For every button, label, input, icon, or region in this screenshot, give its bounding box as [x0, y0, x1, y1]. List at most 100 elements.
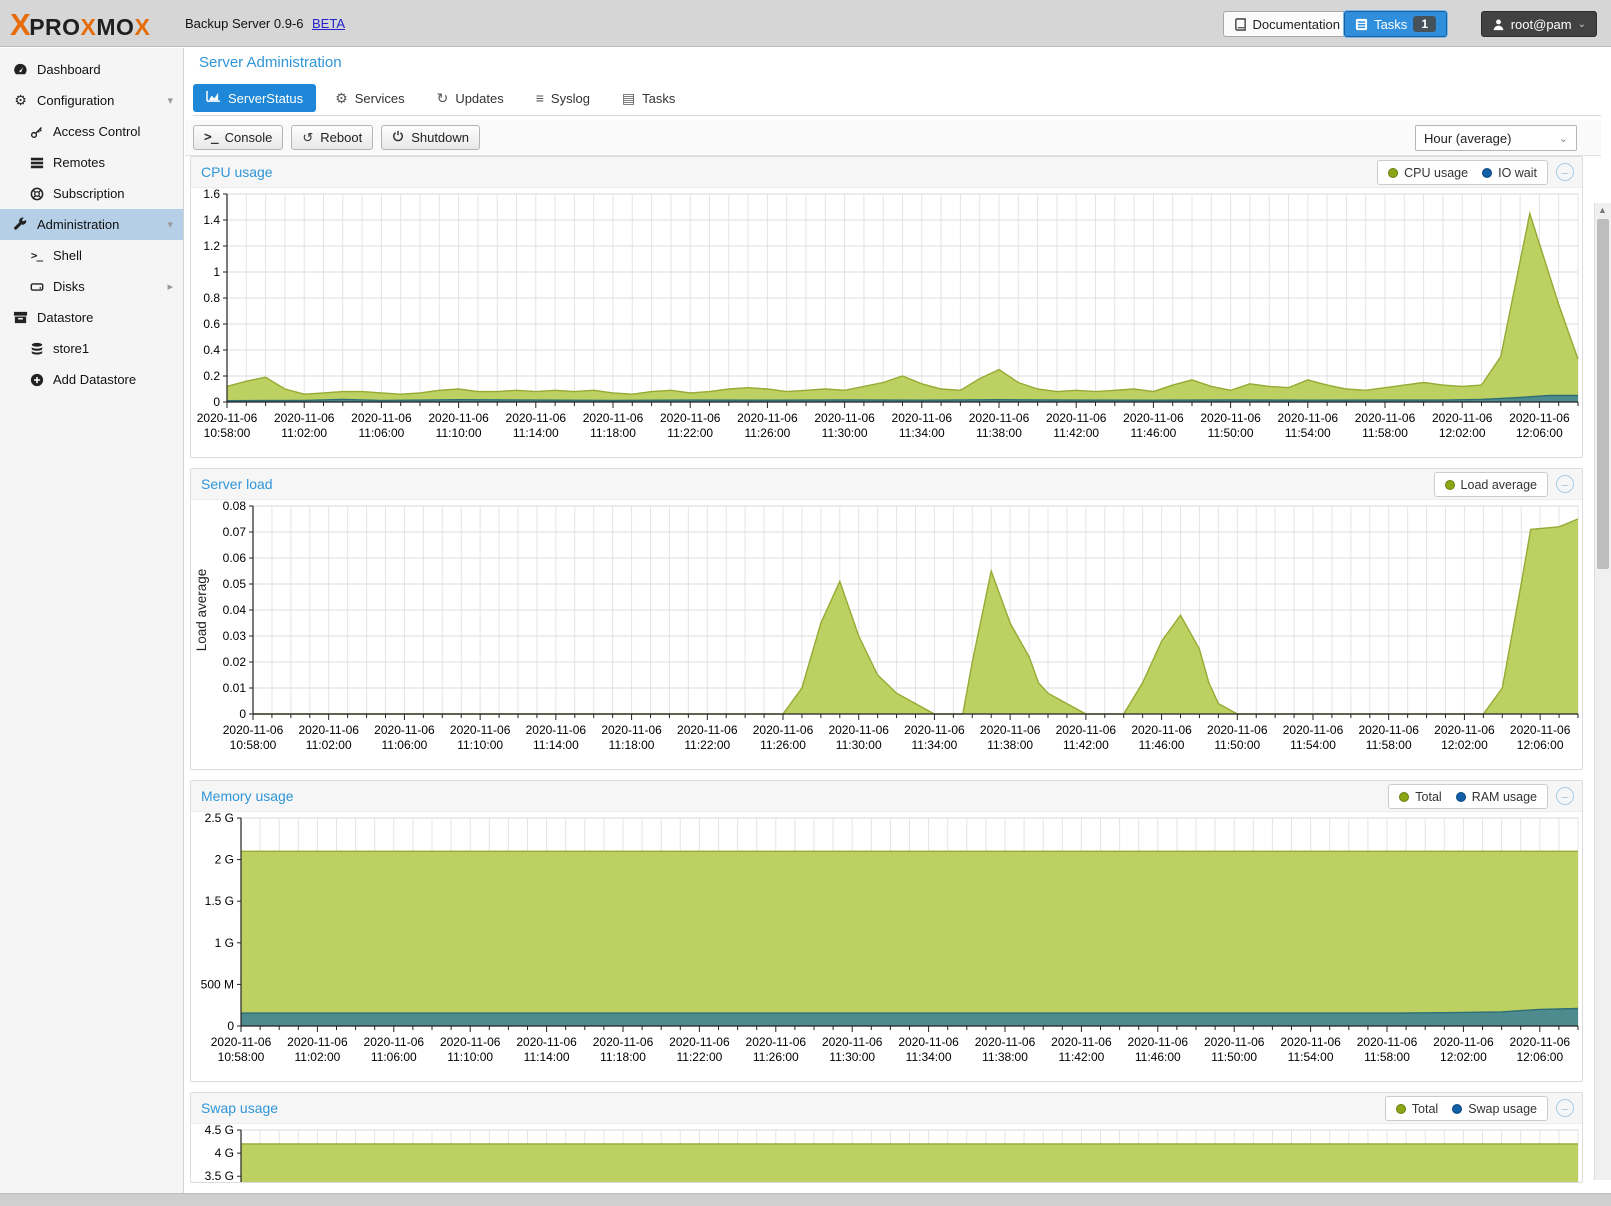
svg-text:11:54:00: 11:54:00: [1285, 426, 1331, 440]
svg-text:2020-11-06: 2020-11-06: [753, 723, 814, 737]
svg-text:11:22:00: 11:22:00: [684, 738, 730, 752]
main-panel: Server Administration ServerStatus ⚙ Ser…: [185, 48, 1611, 1193]
database-icon: [28, 342, 45, 356]
documentation-label: Documentation: [1253, 17, 1340, 32]
sidebar-item-disks[interactable]: Disks ▸: [0, 271, 183, 302]
svg-text:2020-11-06: 2020-11-06: [969, 411, 1030, 425]
svg-text:11:46:00: 11:46:00: [1139, 738, 1185, 752]
chart-legend: Total Swap usage: [1385, 1096, 1548, 1121]
svg-text:2020-11-06: 2020-11-06: [1433, 1035, 1494, 1049]
server-load-panel: Server load Load average – 2020-11-0610:…: [190, 468, 1583, 770]
scrollbar-thumb[interactable]: [1597, 219, 1609, 569]
svg-text:11:54:00: 11:54:00: [1288, 1050, 1334, 1064]
collapse-icon[interactable]: –: [1556, 787, 1574, 805]
collapse-icon[interactable]: –: [1556, 475, 1574, 493]
svg-text:1.4: 1.4: [203, 213, 220, 227]
panel-title: Server load: [201, 476, 273, 492]
svg-text:2020-11-06: 2020-11-06: [450, 723, 511, 737]
svg-text:2020-11-06: 2020-11-06: [364, 1035, 425, 1049]
sidebar-item-remotes[interactable]: Remotes: [0, 147, 183, 178]
sidebar-item-shell[interactable]: >_ Shell: [0, 240, 183, 271]
svg-text:11:58:00: 11:58:00: [1362, 426, 1408, 440]
svg-text:2020-11-06: 2020-11-06: [440, 1035, 501, 1049]
power-icon: [392, 130, 404, 145]
sidebar-item-store1[interactable]: store1: [0, 333, 183, 364]
svg-text:10:58:00: 10:58:00: [230, 738, 277, 752]
beta-link[interactable]: BETA: [312, 16, 345, 31]
sidebar-item-administration[interactable]: Administration ▾: [0, 209, 183, 240]
svg-text:0.4: 0.4: [203, 343, 220, 357]
panel-header: CPU usage CPU usage IO wait –: [191, 157, 1582, 188]
svg-text:0.08: 0.08: [223, 500, 247, 513]
gears-icon: ⚙: [335, 90, 348, 107]
svg-text:2020-11-06: 2020-11-06: [223, 723, 284, 737]
sidebar-item-datastore[interactable]: Datastore: [0, 302, 183, 333]
svg-text:11:42:00: 11:42:00: [1063, 738, 1109, 752]
console-button[interactable]: >_ Console: [193, 125, 283, 150]
svg-text:11:46:00: 11:46:00: [1135, 1050, 1181, 1064]
user-label: root@pam: [1511, 17, 1572, 32]
svg-text:0.01: 0.01: [223, 681, 247, 695]
vertical-scrollbar[interactable]: ▲: [1594, 203, 1611, 1180]
svg-text:2020-11-06: 2020-11-06: [737, 411, 798, 425]
sidebar-item-label: Shell: [53, 248, 82, 263]
key-icon: [28, 125, 45, 139]
svg-text:1.5 G: 1.5 G: [205, 894, 234, 908]
sidebar-item-subscription[interactable]: Subscription: [0, 178, 183, 209]
tab-tasks[interactable]: ▤ Tasks: [609, 84, 688, 112]
user-icon: [1492, 18, 1505, 31]
sidebar-item-label: Dashboard: [37, 62, 101, 77]
svg-text:2020-11-06: 2020-11-06: [677, 723, 738, 737]
svg-text:2020-11-06: 2020-11-06: [1131, 723, 1192, 737]
sidebar-item-access-control[interactable]: Access Control: [0, 116, 183, 147]
scroll-up-arrow[interactable]: ▲: [1598, 205, 1607, 215]
refresh-icon: ↻: [437, 90, 449, 107]
documentation-button[interactable]: Documentation: [1223, 11, 1351, 37]
svg-text:0.07: 0.07: [223, 525, 247, 539]
time-range-select[interactable]: Hour (average) ⌄: [1415, 125, 1577, 151]
svg-text:0.02: 0.02: [223, 655, 247, 669]
svg-text:1.2: 1.2: [203, 239, 220, 253]
svg-text:2020-11-06: 2020-11-06: [298, 723, 359, 737]
shutdown-button[interactable]: Shutdown: [381, 125, 480, 150]
chevron-down-icon: ⌄: [1559, 132, 1568, 145]
tasks-button[interactable]: Tasks 1: [1344, 11, 1447, 37]
svg-text:2020-11-06: 2020-11-06: [1278, 411, 1339, 425]
sidebar-item-add-datastore[interactable]: Add Datastore: [0, 364, 183, 395]
svg-text:12:02:00: 12:02:00: [1440, 1050, 1487, 1064]
sidebar-item-label: Access Control: [53, 124, 140, 139]
svg-text:0.8: 0.8: [203, 291, 220, 305]
svg-text:12:06:00: 12:06:00: [1516, 426, 1563, 440]
panel-header: Swap usage Total Swap usage –: [191, 1093, 1582, 1124]
svg-text:11:14:00: 11:14:00: [533, 738, 579, 752]
tab-syslog[interactable]: ≡ Syslog: [523, 84, 603, 112]
svg-text:2020-11-06: 2020-11-06: [428, 411, 489, 425]
collapse-icon[interactable]: –: [1556, 1099, 1574, 1117]
reboot-button[interactable]: ↺ Reboot: [291, 125, 373, 150]
sidebar-item-label: Disks: [53, 279, 85, 294]
proxmox-logo: XPROXMOX: [10, 7, 150, 43]
svg-text:11:42:00: 11:42:00: [1053, 426, 1099, 440]
chart-legend: Load average: [1434, 472, 1548, 497]
sidebar-item-dashboard[interactable]: Dashboard: [0, 54, 183, 85]
svg-text:0.6: 0.6: [203, 317, 220, 331]
hdd-icon: [28, 280, 45, 294]
svg-text:2020-11-06: 2020-11-06: [601, 723, 662, 737]
svg-text:2020-11-06: 2020-11-06: [211, 1035, 272, 1049]
svg-text:11:26:00: 11:26:00: [744, 426, 790, 440]
sidebar-item-label: Remotes: [53, 155, 105, 170]
tab-services[interactable]: ⚙ Services: [322, 84, 417, 112]
svg-text:11:50:00: 11:50:00: [1208, 426, 1254, 440]
user-menu-button[interactable]: root@pam ⌄: [1481, 11, 1597, 37]
sidebar-item-configuration[interactable]: ⚙ Configuration ▾: [0, 85, 183, 116]
svg-text:2020-11-06: 2020-11-06: [904, 723, 965, 737]
collapse-icon[interactable]: –: [1556, 163, 1574, 181]
svg-text:11:02:00: 11:02:00: [294, 1050, 340, 1064]
svg-text:11:42:00: 11:42:00: [1058, 1050, 1104, 1064]
svg-text:11:30:00: 11:30:00: [836, 738, 882, 752]
sidebar-item-label: Subscription: [53, 186, 125, 201]
tab-updates[interactable]: ↻ Updates: [424, 84, 517, 112]
tab-serverstatus[interactable]: ServerStatus: [193, 84, 316, 112]
app-subtitle: Backup Server 0.9-6: [185, 16, 304, 31]
svg-text:11:50:00: 11:50:00: [1214, 738, 1260, 752]
